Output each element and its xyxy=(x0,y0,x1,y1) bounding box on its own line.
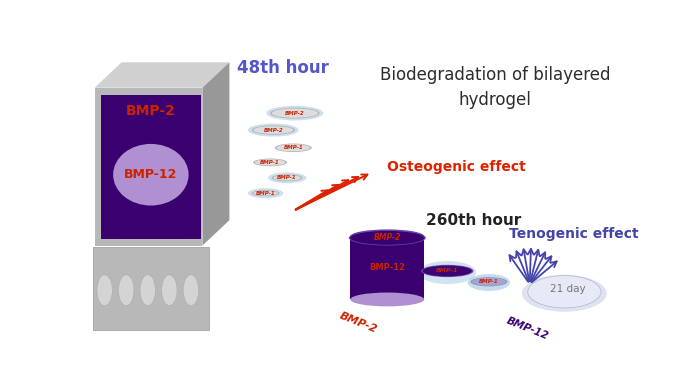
Text: 48th hour: 48th hour xyxy=(237,59,329,77)
Text: BMP-2: BMP-2 xyxy=(285,111,305,116)
Polygon shape xyxy=(351,236,424,299)
Text: Tenogenic effect: Tenogenic effect xyxy=(509,227,638,241)
Text: Biodegradation of bilayered
hydrogel: Biodegradation of bilayered hydrogel xyxy=(380,66,610,109)
Ellipse shape xyxy=(267,106,323,121)
Text: BMP-1: BMP-1 xyxy=(278,175,297,180)
Text: 21 day: 21 day xyxy=(550,284,586,294)
Ellipse shape xyxy=(468,274,510,291)
Ellipse shape xyxy=(248,188,283,198)
Ellipse shape xyxy=(268,172,306,183)
Polygon shape xyxy=(203,62,229,246)
Ellipse shape xyxy=(472,278,506,286)
Text: BMP-2: BMP-2 xyxy=(263,127,283,133)
Ellipse shape xyxy=(276,144,310,151)
Text: BMP-1: BMP-1 xyxy=(256,191,276,196)
Ellipse shape xyxy=(253,158,287,166)
Ellipse shape xyxy=(471,277,507,287)
Text: BMP-12: BMP-12 xyxy=(505,316,550,342)
Text: BMP-1: BMP-1 xyxy=(261,160,280,165)
Ellipse shape xyxy=(275,144,312,152)
Ellipse shape xyxy=(419,261,476,284)
Ellipse shape xyxy=(253,126,293,134)
Polygon shape xyxy=(95,88,203,246)
Ellipse shape xyxy=(252,190,280,196)
Ellipse shape xyxy=(255,159,286,166)
Ellipse shape xyxy=(273,175,301,181)
Text: BMP-12: BMP-12 xyxy=(124,168,177,181)
Ellipse shape xyxy=(421,265,473,277)
Ellipse shape xyxy=(140,275,155,306)
Ellipse shape xyxy=(522,275,607,312)
Text: BMP-12: BMP-12 xyxy=(369,263,405,273)
Text: BMP-1: BMP-1 xyxy=(284,145,303,150)
Polygon shape xyxy=(101,95,201,239)
Polygon shape xyxy=(95,62,229,88)
Ellipse shape xyxy=(349,230,426,246)
Ellipse shape xyxy=(271,174,303,181)
Ellipse shape xyxy=(423,266,472,276)
Text: BMP-1: BMP-1 xyxy=(479,279,499,284)
Text: 260th hour: 260th hour xyxy=(426,214,521,228)
Ellipse shape xyxy=(351,231,424,245)
Text: BMP-2: BMP-2 xyxy=(374,233,401,242)
Ellipse shape xyxy=(97,275,113,306)
Ellipse shape xyxy=(248,124,299,136)
Ellipse shape xyxy=(270,108,319,119)
Text: BMP-1: BMP-1 xyxy=(436,268,458,273)
Ellipse shape xyxy=(183,275,198,306)
Ellipse shape xyxy=(252,125,295,135)
Text: BMP-2: BMP-2 xyxy=(338,310,379,335)
Ellipse shape xyxy=(253,191,278,195)
Ellipse shape xyxy=(528,276,601,308)
Ellipse shape xyxy=(113,144,189,206)
Ellipse shape xyxy=(119,275,134,306)
Ellipse shape xyxy=(351,229,424,243)
Text: Osteogenic effect: Osteogenic effect xyxy=(387,160,526,174)
FancyBboxPatch shape xyxy=(93,247,209,330)
Ellipse shape xyxy=(271,108,318,118)
Ellipse shape xyxy=(162,275,177,306)
Ellipse shape xyxy=(351,293,424,307)
Text: BMP-2: BMP-2 xyxy=(126,104,176,118)
